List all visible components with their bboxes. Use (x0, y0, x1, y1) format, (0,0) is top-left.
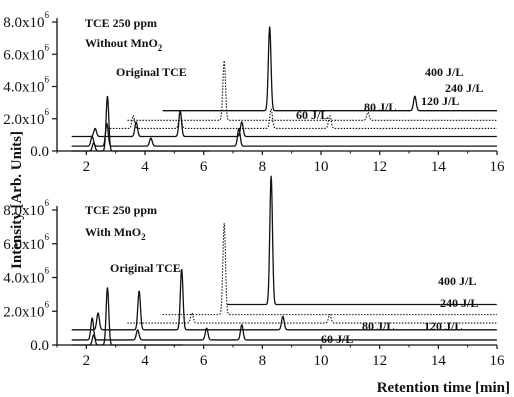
y-tick-label: 8.0x106 (3, 198, 49, 219)
series-label: 80 J/L (362, 319, 394, 333)
series-line (71, 317, 498, 341)
x-tick-label: 8 (259, 353, 267, 369)
panel-title: TCE 250 ppm (85, 16, 157, 30)
series-line (71, 110, 498, 138)
x-tick-label: 16 (490, 353, 506, 369)
series-line (71, 287, 184, 346)
chart-panel: 0.0 2.0x106 4.0x106 6.0x106 8.0x106 2 4 6 8 10 12 1… (3, 175, 506, 369)
panel-subtitle: Without MnO2 (85, 36, 163, 53)
series-label: 80 J/L (364, 100, 396, 114)
x-tick-label: 16 (490, 159, 506, 175)
series-line (109, 108, 498, 129)
series-line (127, 60, 498, 121)
series-label: 240 J/L (445, 81, 483, 95)
x-tick-label: 2 (83, 159, 91, 175)
y-tick-label: 0.0 (30, 144, 49, 160)
series-label: 120 J/L (424, 319, 462, 333)
x-tick-label: 12 (372, 159, 387, 175)
series-label: 400 J/L (438, 274, 476, 288)
series-label: 120 J/L (421, 94, 459, 108)
series-line (127, 312, 498, 324)
series-line (71, 122, 498, 147)
series-label: 60 J/L (296, 108, 328, 122)
y-tick-label: 8.0x106 (3, 10, 49, 31)
series-line (71, 95, 210, 152)
x-tick-label: 2 (83, 353, 91, 369)
series-label: 240 J/L (440, 296, 478, 310)
x-tick-label: 10 (314, 353, 329, 369)
series-label: 400 J/L (425, 65, 463, 79)
x-tick-label: 4 (141, 159, 149, 175)
x-tick-label: 12 (372, 353, 387, 369)
y-tick-label: 2.0x106 (3, 107, 49, 128)
original-tce-annotation: Original TCE (110, 261, 181, 275)
original-tce-annotation: Original TCE (116, 65, 187, 79)
chart-panel: 0.0 2.0x106 4.0x106 6.0x106 8.0x106 2 4 6 8 10 12 1… (3, 10, 505, 175)
panel-subtitle: With MnO2 (85, 225, 146, 242)
y-axis-title: Intensity [Arb. Units] (9, 131, 25, 269)
series-label: 60 J/L (321, 332, 353, 346)
y-tick-label: 0.0 (30, 338, 49, 354)
panels-group: 0.0 2.0x106 4.0x106 6.0x106 8.0x106 2 4 6 8 10 12 1… (3, 10, 505, 369)
x-tick-label: 10 (314, 159, 329, 175)
y-tick-label: 4.0x106 (3, 75, 49, 96)
series-line (226, 175, 498, 306)
x-tick-label: 6 (200, 353, 208, 369)
x-tick-label: 14 (431, 353, 447, 369)
x-tick-label: 14 (431, 159, 447, 175)
y-tick-label: 6.0x106 (3, 232, 49, 253)
x-tick-label: 4 (141, 353, 149, 369)
y-tick-label: 2.0x106 (3, 299, 49, 320)
y-tick-label: 6.0x106 (3, 42, 49, 63)
y-tick-label: 4.0x106 (3, 266, 49, 287)
series-line (162, 26, 498, 112)
panel-title: TCE 250 ppm (85, 203, 157, 217)
x-axis-title: Retention time [min] (377, 380, 510, 396)
x-tick-label: 8 (259, 159, 267, 175)
series-line (71, 268, 498, 331)
x-tick-label: 6 (200, 159, 208, 175)
